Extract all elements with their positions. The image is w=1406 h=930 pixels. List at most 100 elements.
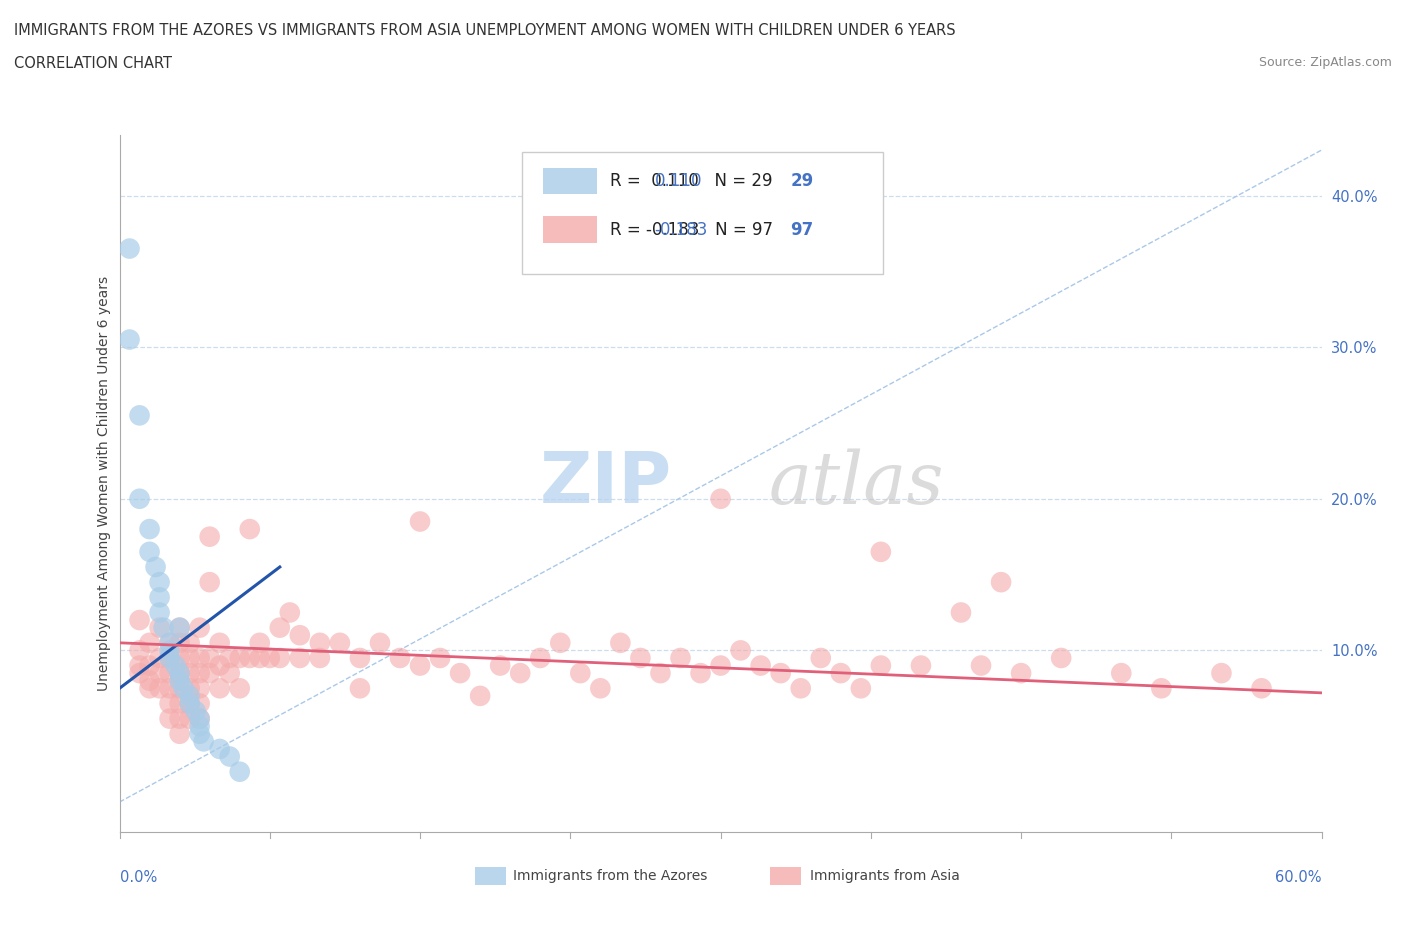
Point bbox=[869, 658, 893, 673]
Point bbox=[138, 673, 160, 688]
Point bbox=[152, 620, 174, 635]
Point bbox=[149, 590, 172, 604]
Point bbox=[198, 651, 221, 666]
Point bbox=[193, 734, 215, 749]
Point bbox=[269, 620, 291, 635]
Point bbox=[810, 651, 832, 666]
Point bbox=[179, 688, 201, 703]
Point bbox=[269, 651, 291, 666]
Point bbox=[550, 635, 572, 650]
Point bbox=[1250, 681, 1272, 696]
Point bbox=[188, 719, 211, 734]
Point bbox=[208, 741, 231, 756]
Point bbox=[650, 666, 672, 681]
Point bbox=[169, 620, 191, 635]
Point bbox=[228, 764, 252, 779]
Text: 0.0%: 0.0% bbox=[120, 870, 156, 885]
Point bbox=[138, 681, 160, 696]
Point bbox=[159, 643, 181, 658]
Point bbox=[169, 651, 191, 666]
Point bbox=[790, 681, 813, 696]
Point bbox=[259, 651, 281, 666]
Point bbox=[138, 658, 160, 673]
Bar bbox=[543, 217, 596, 243]
Point bbox=[208, 635, 231, 650]
FancyBboxPatch shape bbox=[522, 153, 883, 274]
Point bbox=[188, 696, 211, 711]
Point bbox=[179, 635, 201, 650]
Text: atlas: atlas bbox=[769, 448, 945, 519]
Point bbox=[218, 666, 240, 681]
Point bbox=[609, 635, 631, 650]
Point bbox=[208, 681, 231, 696]
Point bbox=[249, 651, 271, 666]
Point bbox=[165, 658, 187, 673]
Point bbox=[145, 560, 167, 575]
Point bbox=[309, 651, 332, 666]
Point bbox=[529, 651, 551, 666]
Point bbox=[159, 651, 181, 666]
Point bbox=[228, 681, 252, 696]
Point bbox=[169, 711, 191, 726]
Text: CORRELATION CHART: CORRELATION CHART bbox=[14, 56, 172, 71]
Point bbox=[409, 658, 432, 673]
Point bbox=[184, 704, 207, 719]
Text: IMMIGRANTS FROM THE AZORES VS IMMIGRANTS FROM ASIA UNEMPLOYMENT AMONG WOMEN WITH: IMMIGRANTS FROM THE AZORES VS IMMIGRANTS… bbox=[14, 23, 956, 38]
Point bbox=[128, 491, 150, 506]
Point bbox=[239, 522, 262, 537]
Point bbox=[149, 575, 172, 590]
Point bbox=[468, 688, 492, 703]
Text: 0.110: 0.110 bbox=[654, 172, 702, 190]
Point bbox=[569, 666, 592, 681]
Text: 60.0%: 60.0% bbox=[1275, 870, 1322, 885]
Point bbox=[709, 658, 731, 673]
Point bbox=[630, 651, 652, 666]
Point bbox=[149, 666, 172, 681]
Point bbox=[309, 635, 332, 650]
Text: R =  0.110   N = 29: R = 0.110 N = 29 bbox=[610, 172, 772, 190]
Text: -0.183: -0.183 bbox=[654, 220, 707, 239]
Point bbox=[198, 666, 221, 681]
Point bbox=[188, 681, 211, 696]
Point bbox=[1010, 666, 1032, 681]
Point bbox=[278, 605, 301, 620]
Point bbox=[950, 605, 973, 620]
Point bbox=[409, 514, 432, 529]
Bar bbox=[543, 167, 596, 194]
Text: 29: 29 bbox=[790, 172, 814, 190]
Point bbox=[179, 651, 201, 666]
Point bbox=[869, 544, 893, 559]
Point bbox=[198, 575, 221, 590]
Point bbox=[169, 666, 191, 681]
Text: Immigrants from Asia: Immigrants from Asia bbox=[810, 869, 960, 883]
Point bbox=[1111, 666, 1133, 681]
Point bbox=[368, 635, 391, 650]
Point bbox=[509, 666, 531, 681]
Point bbox=[179, 711, 201, 726]
Point bbox=[179, 666, 201, 681]
Point bbox=[709, 491, 731, 506]
Point bbox=[128, 643, 150, 658]
Text: Immigrants from the Azores: Immigrants from the Azores bbox=[513, 869, 707, 883]
Point bbox=[689, 666, 711, 681]
Point bbox=[169, 620, 191, 635]
Point bbox=[159, 635, 181, 650]
Point bbox=[349, 651, 371, 666]
Point bbox=[349, 681, 371, 696]
Point bbox=[159, 696, 181, 711]
Point bbox=[169, 673, 191, 688]
Point bbox=[849, 681, 872, 696]
Point bbox=[288, 651, 311, 666]
Point bbox=[169, 666, 191, 681]
Point bbox=[239, 651, 262, 666]
Point bbox=[730, 643, 752, 658]
Text: R = -0.183   N = 97: R = -0.183 N = 97 bbox=[610, 220, 773, 239]
Point bbox=[179, 696, 201, 711]
Point bbox=[218, 651, 240, 666]
Point bbox=[159, 635, 181, 650]
Point bbox=[288, 628, 311, 643]
Point bbox=[329, 635, 352, 650]
Point bbox=[138, 522, 160, 537]
Point bbox=[173, 681, 195, 696]
Point bbox=[990, 575, 1012, 590]
